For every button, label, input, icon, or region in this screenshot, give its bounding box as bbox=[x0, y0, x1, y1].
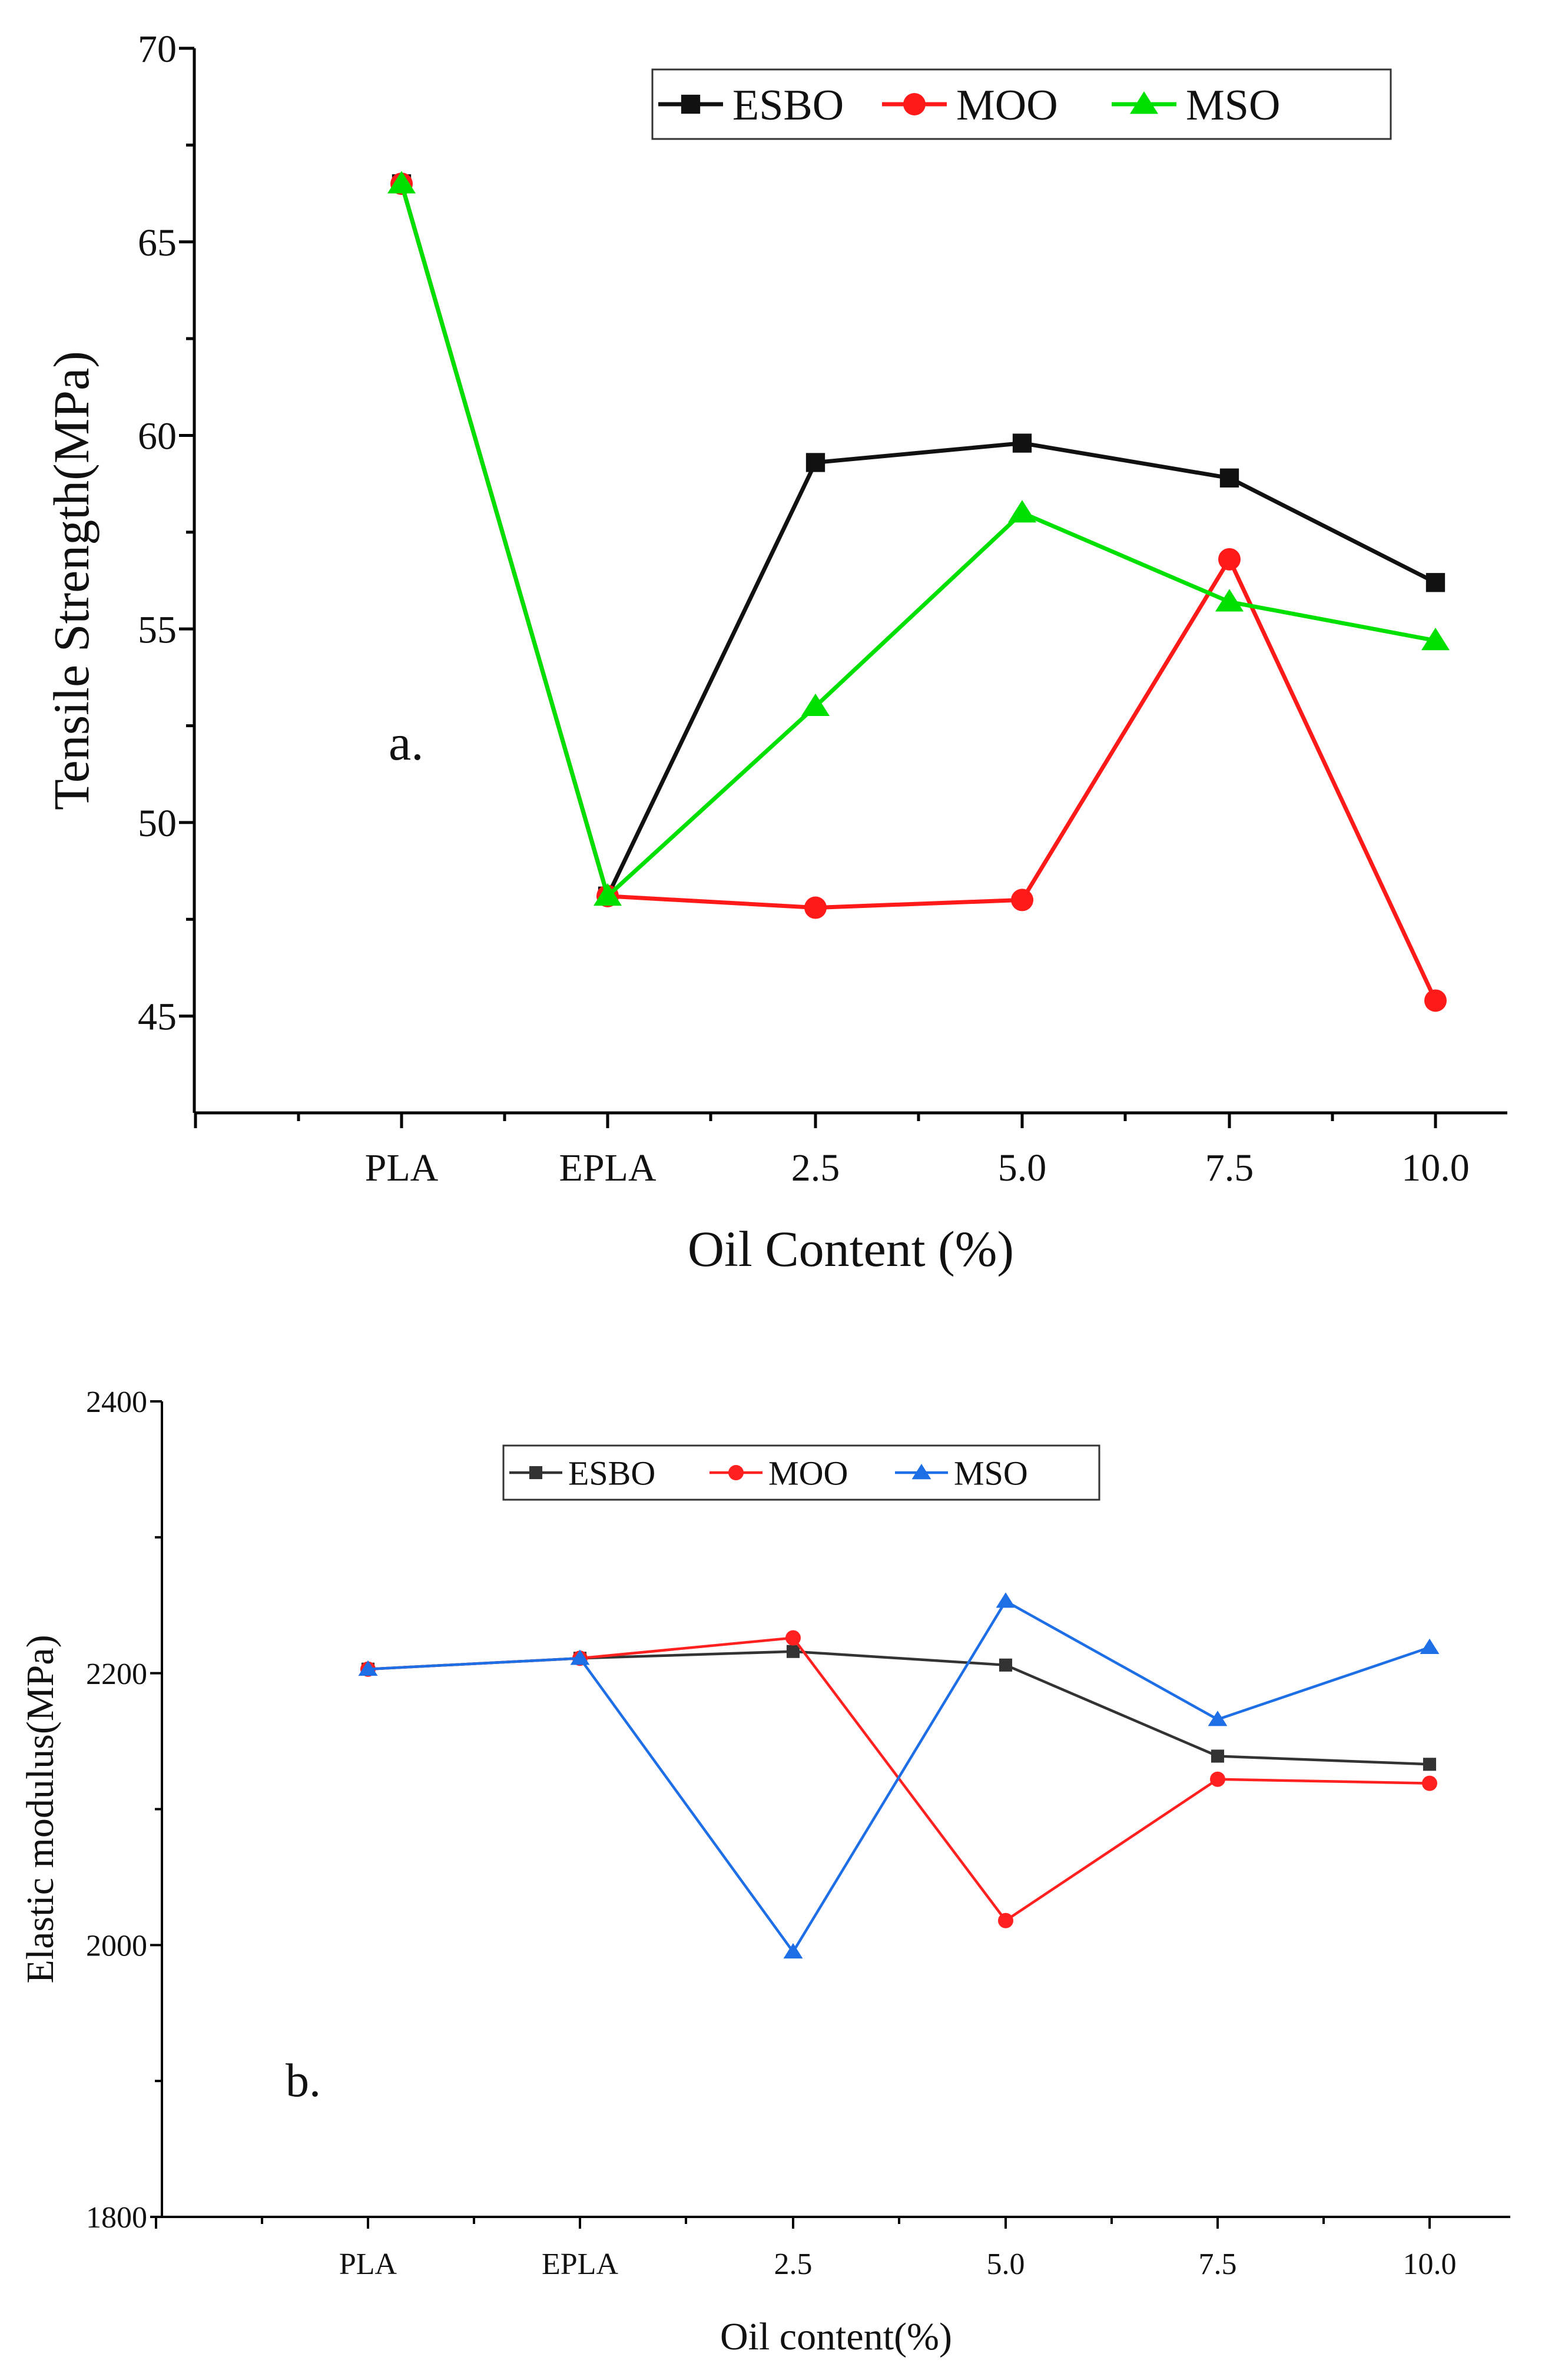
x-tick-label: 10.0 bbox=[1401, 1146, 1470, 1189]
series-line-moo bbox=[399, 183, 1438, 1002]
legend-marker-esbo bbox=[529, 1466, 543, 1480]
data-point-esbo bbox=[1012, 433, 1032, 453]
y-tick-label: 2400 bbox=[86, 1385, 147, 1419]
y-axis-label: Elastic modulus(MPa) bbox=[19, 1635, 62, 1983]
legend-box bbox=[651, 68, 1392, 140]
data-point-esbo bbox=[1423, 1758, 1437, 1771]
x-tick-label: PLA bbox=[339, 2248, 397, 2281]
x-tick-label: 5.0 bbox=[987, 2248, 1025, 2281]
series-mso bbox=[358, 1592, 1440, 1959]
data-point-moo bbox=[998, 1912, 1013, 1928]
legend: ESBO MOO MSO bbox=[651, 68, 1392, 140]
data-point-mso bbox=[783, 1943, 803, 1959]
legend: ESBO MOO MSO bbox=[502, 1444, 1100, 1501]
legend-marker-esbo bbox=[681, 94, 701, 114]
panel-label: b. bbox=[286, 2055, 321, 2107]
series-esbo bbox=[392, 174, 1445, 906]
data-point-esbo bbox=[1219, 468, 1239, 488]
series-mso bbox=[387, 171, 1450, 906]
legend-marker-mso bbox=[911, 1464, 931, 1480]
x-axis-label: Oil content(%) bbox=[720, 2315, 952, 2358]
data-point-mso bbox=[358, 1660, 378, 1676]
data-point-esbo bbox=[999, 1658, 1013, 1672]
y-tick-label: 1800 bbox=[86, 2201, 147, 2235]
data-point-moo bbox=[1422, 1775, 1437, 1791]
y-tick-label: 60 bbox=[138, 415, 177, 458]
series-esbo bbox=[361, 1645, 1437, 1771]
panel-label: a. bbox=[389, 714, 424, 771]
legend-label-esbo: ESBO bbox=[732, 81, 844, 130]
x-tick-label: EPLA bbox=[542, 2248, 618, 2281]
series-line-mso bbox=[399, 183, 1436, 899]
x-tick-label: 7.5 bbox=[1205, 1146, 1254, 1189]
data-point-moo bbox=[1218, 548, 1241, 571]
data-point-esbo bbox=[1425, 573, 1445, 592]
y-tick-label: 70 bbox=[138, 28, 177, 71]
x-tick-label: 10.0 bbox=[1403, 2248, 1457, 2281]
chart-panel-a: 45 50 55 60 65 70 PLA EPLA 2.5 5.0 7.5 10.0 Oil Cont… bbox=[43, 28, 1507, 1277]
series-line-esbo bbox=[399, 183, 1437, 899]
x-axis-label: Oil Content (%) bbox=[688, 1221, 1014, 1277]
data-point-mso bbox=[1215, 589, 1244, 612]
data-point-moo bbox=[804, 896, 827, 919]
data-point-esbo bbox=[1211, 1749, 1225, 1763]
data-point-moo bbox=[1011, 889, 1033, 911]
data-point-esbo bbox=[786, 1645, 800, 1658]
data-point-mso bbox=[996, 1592, 1016, 1608]
data-point-moo bbox=[1210, 1771, 1225, 1787]
legend-box bbox=[502, 1444, 1100, 1501]
x-tick-label: PLA bbox=[365, 1146, 439, 1189]
chart-panel-b: 1800 2000 2200 2400 PLA EPLA 2.5 5.0 7.5 10.0 Oil … bbox=[19, 1385, 1510, 2358]
legend-label-mso: MSO bbox=[954, 1454, 1028, 1492]
legend-label-moo: MOO bbox=[768, 1454, 848, 1492]
series-moo bbox=[390, 173, 1447, 1012]
data-point-esbo bbox=[805, 453, 825, 472]
data-point-mso bbox=[1421, 628, 1450, 651]
y-tick-label: 55 bbox=[138, 608, 177, 651]
y-tick-label: 2200 bbox=[86, 1658, 147, 1691]
x-tick-label: 7.5 bbox=[1199, 2248, 1237, 2281]
y-tick-label: 50 bbox=[138, 802, 177, 845]
data-point-mso bbox=[1420, 1638, 1440, 1655]
data-point-mso bbox=[387, 171, 416, 194]
series-line-esbo bbox=[367, 1650, 1430, 1766]
x-tick-label: 5.0 bbox=[998, 1146, 1047, 1189]
series-line-mso bbox=[367, 1600, 1430, 1954]
legend-label-esbo: ESBO bbox=[568, 1454, 655, 1492]
data-point-mso bbox=[593, 883, 622, 906]
x-tick-label: 2.5 bbox=[791, 1146, 840, 1189]
data-point-moo bbox=[1424, 989, 1447, 1012]
data-point-mso bbox=[801, 693, 830, 717]
y-axis-label: Tensile Strength(MPa) bbox=[43, 351, 100, 810]
data-point-mso bbox=[570, 1649, 590, 1665]
y-tick-label: 2000 bbox=[86, 1930, 147, 1963]
legend-label-moo: MOO bbox=[956, 81, 1058, 130]
legend-label-mso: MSO bbox=[1186, 81, 1280, 130]
data-point-mso bbox=[1007, 500, 1037, 523]
x-tick-label: EPLA bbox=[559, 1146, 657, 1189]
y-tick-label: 45 bbox=[138, 996, 177, 1039]
legend-marker-mso bbox=[1129, 91, 1159, 114]
y-tick-label: 65 bbox=[138, 221, 177, 264]
legend-marker-moo bbox=[728, 1465, 744, 1480]
x-tick-label: 2.5 bbox=[774, 2248, 813, 2281]
data-point-mso bbox=[1208, 1711, 1228, 1726]
data-point-moo bbox=[785, 1630, 801, 1646]
legend-marker-moo bbox=[903, 93, 926, 115]
